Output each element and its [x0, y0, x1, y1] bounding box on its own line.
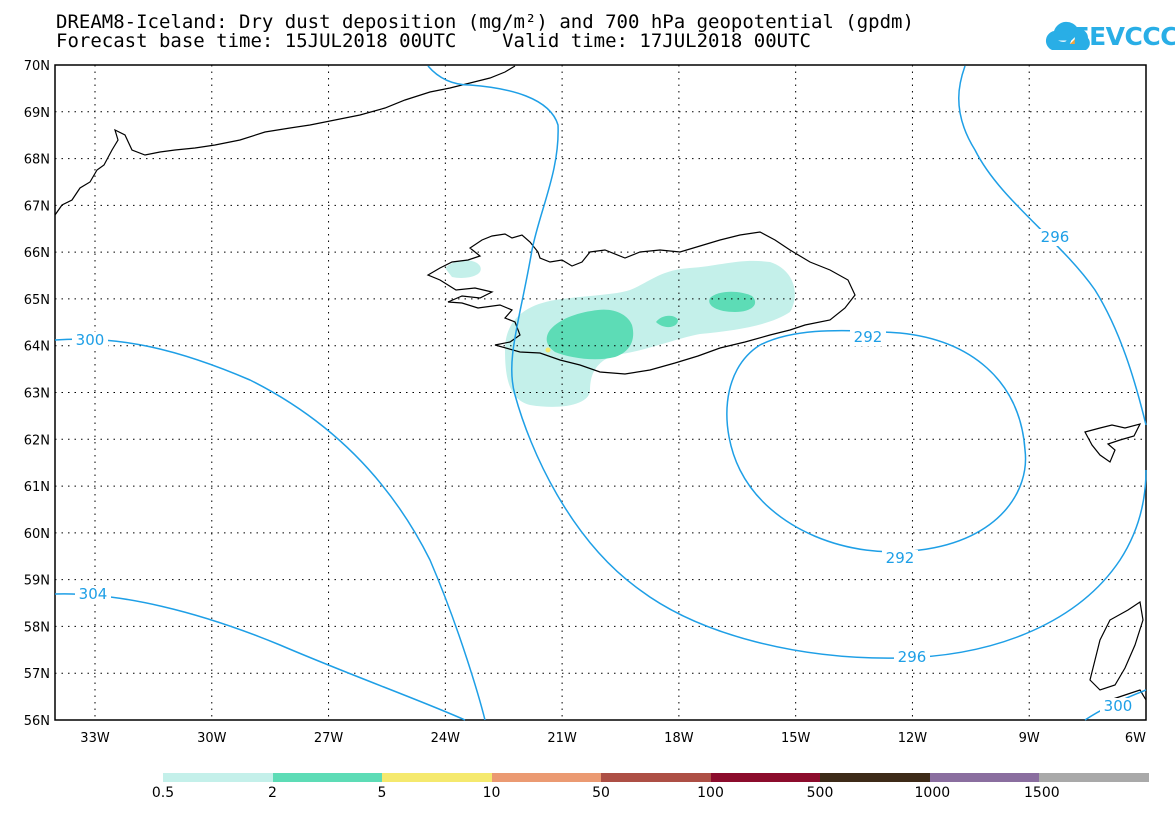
- latitude-label: 58N: [24, 620, 50, 635]
- contour-label: 296: [1041, 228, 1070, 246]
- cloud-logo-icon: [1045, 21, 1090, 50]
- legend-swatch: [382, 773, 492, 782]
- legend-swatch: [601, 773, 711, 782]
- contour-label: 300: [1104, 697, 1133, 715]
- latitude-label: 59N: [24, 574, 50, 589]
- longitude-label: 18W: [664, 731, 694, 746]
- latitude-label: 63N: [24, 387, 50, 402]
- coastlines: [54, 65, 1147, 701]
- logo-text: SEEVCCC: [1055, 22, 1175, 51]
- latitude-label: 62N: [24, 433, 50, 448]
- legend-label: 5: [377, 785, 387, 801]
- latitude-label: 57N: [24, 667, 50, 682]
- latitude-label: 60N: [24, 527, 50, 542]
- latitude-labels: 70N 69N 68N 67N 66N 65N 64N 63N 62N 61N 60N 59N 58N 5…: [24, 59, 50, 729]
- contour-label: 292: [886, 549, 915, 567]
- legend-swatch: [163, 773, 273, 782]
- map-title: DREAM8-Iceland: Dry dust deposition (mg/…: [56, 11, 914, 33]
- geopotential-contours: [54, 65, 1147, 721]
- longitude-label: 24W: [431, 731, 461, 746]
- legend-label: 1000: [914, 785, 951, 801]
- latitude-label: 56N: [24, 714, 50, 729]
- longitude-label: 33W: [80, 731, 110, 746]
- legend-label: 0.5: [151, 785, 175, 801]
- legend-swatch: [820, 773, 930, 782]
- dust-shading-high: [545, 347, 551, 353]
- legend-label: 100: [697, 785, 724, 801]
- latitude-label: 65N: [24, 293, 50, 308]
- longitude-label: 6W: [1125, 731, 1146, 746]
- longitude-label: 12W: [898, 731, 928, 746]
- legend-label: 10: [482, 785, 501, 801]
- dust-shading-medium: [546, 291, 756, 360]
- legend-label: 500: [806, 785, 834, 801]
- longitude-label: 27W: [314, 731, 344, 746]
- legend-swatch: [1039, 773, 1149, 782]
- map-frame: [54, 64, 1147, 721]
- latitude-label: 70N: [24, 59, 50, 74]
- contour-labels: 300 304 292 292 296 296 300: [72, 228, 1136, 715]
- legend-label: 2: [268, 785, 277, 801]
- longitude-label: 30W: [197, 731, 227, 746]
- contour-label: 296: [898, 648, 927, 666]
- contour-label: 292: [854, 328, 883, 346]
- legend-swatch: [929, 773, 1039, 782]
- legend-label: 50: [592, 785, 610, 801]
- legend-swatch: [491, 773, 601, 782]
- latitude-label: 68N: [24, 153, 50, 168]
- map-subtitle: Forecast base time: 15JUL2018 00UTC Vali…: [56, 30, 811, 52]
- latitude-label: 61N: [24, 480, 50, 495]
- legend-label: 1500: [1024, 785, 1060, 801]
- contour-label: 304: [79, 585, 108, 603]
- longitude-label: 15W: [781, 731, 811, 746]
- legend-swatch: [710, 773, 820, 782]
- legend-swatch: [272, 773, 382, 782]
- latitude-label: 67N: [24, 199, 50, 214]
- longitude-labels: 33W 30W 27W 24W 21W 18W 15W 12W 9W 6W: [80, 731, 1146, 746]
- latitude-label: 69N: [24, 106, 50, 121]
- longitude-label: 9W: [1019, 731, 1040, 746]
- latitude-label: 64N: [24, 340, 50, 355]
- contour-label: 300: [76, 331, 105, 349]
- latitude-label: 66N: [24, 246, 50, 261]
- longitude-label: 21W: [547, 731, 577, 746]
